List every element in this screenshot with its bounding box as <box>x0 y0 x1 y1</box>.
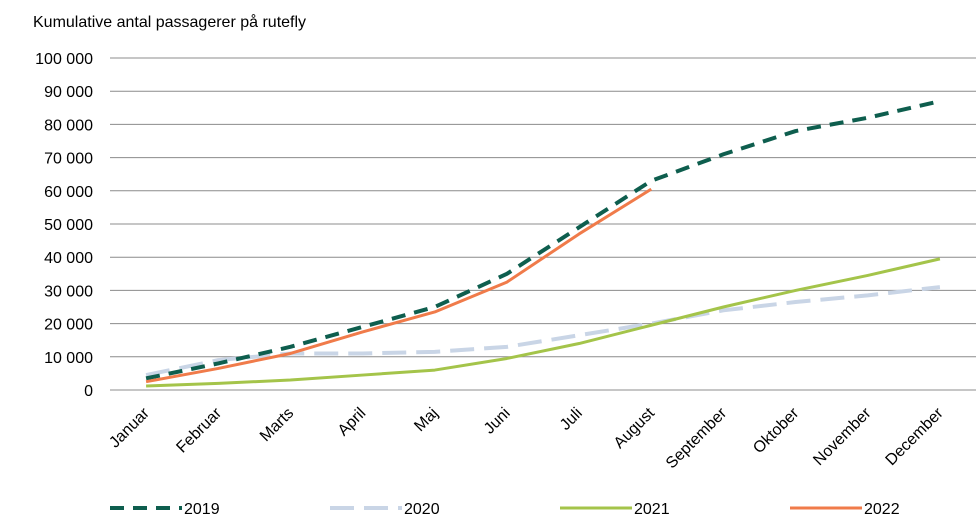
x-tick-label: August <box>611 404 659 452</box>
legend-label-2022: 2022 <box>864 501 900 517</box>
y-tick-label: 60 000 <box>44 184 93 201</box>
y-tick-label: 20 000 <box>44 317 93 334</box>
y-tick-label: 40 000 <box>44 250 93 267</box>
x-tick-label: December <box>883 404 948 469</box>
y-tick-label: 90 000 <box>44 84 93 101</box>
x-tick-label: Maj <box>411 405 441 435</box>
x-tick-label: Marts <box>257 405 297 445</box>
y-tick-label: 100 000 <box>35 51 93 68</box>
x-tick-label: Oktober <box>750 404 803 457</box>
y-tick-label: 30 000 <box>44 283 93 300</box>
legend-label-2021: 2021 <box>634 501 670 517</box>
series-line-2021 <box>146 257 941 388</box>
x-tick-label: Januar <box>106 404 153 451</box>
series-line-2020 <box>145 285 941 378</box>
y-tick-label: 50 000 <box>44 217 93 234</box>
legend-label-2020: 2020 <box>404 501 440 517</box>
x-tick-label: September <box>663 404 731 472</box>
chart-title: Kumulative antal passagerer på rutefly <box>33 14 307 31</box>
series-line-2022 <box>145 187 653 384</box>
y-tick-label: 70 000 <box>44 151 93 168</box>
x-tick-label: Juli <box>557 405 586 434</box>
y-tick-label: 80 000 <box>44 117 93 134</box>
x-tick-label: April <box>335 405 370 440</box>
y-tick-label: 0 <box>84 383 93 400</box>
x-tick-label: Juni <box>481 405 514 438</box>
series-line-2019 <box>145 99 941 381</box>
x-tick-label: Februar <box>173 404 225 456</box>
x-tick-label: November <box>810 404 875 469</box>
legend-label-2019: 2019 <box>184 501 220 517</box>
y-tick-label: 10 000 <box>44 350 93 367</box>
